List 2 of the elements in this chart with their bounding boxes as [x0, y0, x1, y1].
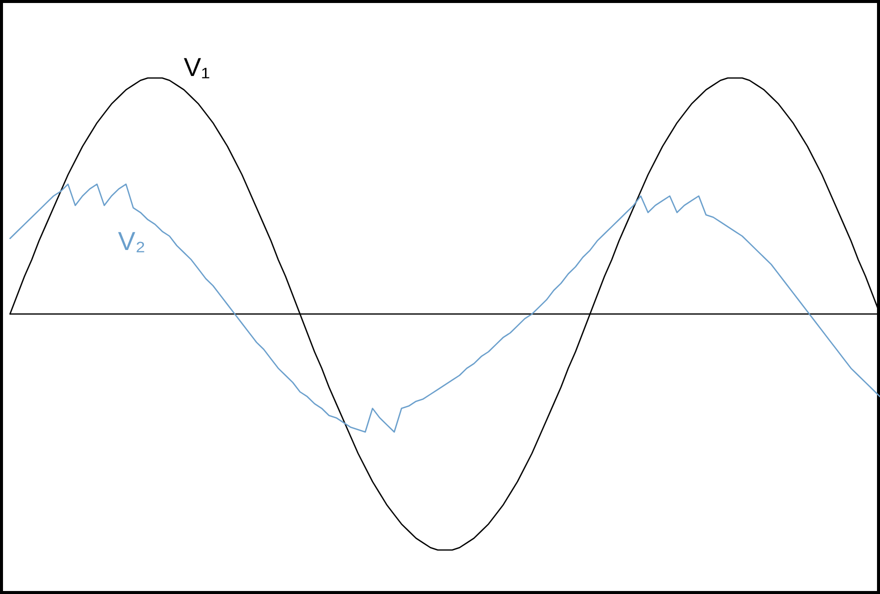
series-label: V₂ [118, 226, 146, 256]
series-label: V₁ [184, 52, 210, 82]
